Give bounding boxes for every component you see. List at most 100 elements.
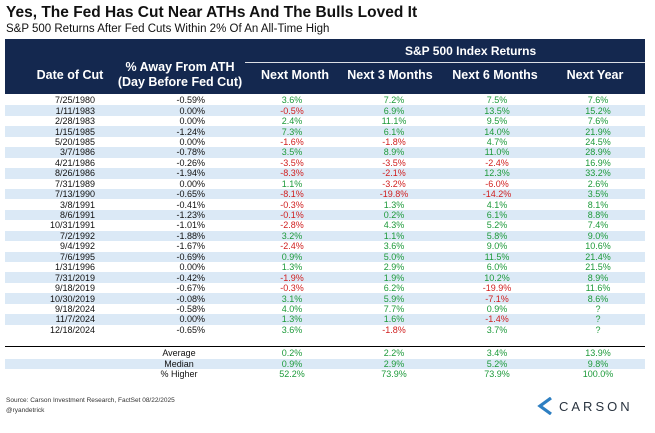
cell-pct-from-ath: -0.58% (176, 303, 205, 314)
cell-next-month: 4.0% (281, 303, 303, 314)
summary-m3: 2.9% (345, 358, 443, 369)
cell-next-month: 7.3% (239, 126, 345, 137)
cell-next-year: 8.8% (551, 209, 645, 221)
table-row: 7/25/1980 -0.59% 3.6% 7.2% 7.5% 7.6% (5, 95, 645, 105)
cell-pct-from-ath: -0.26% (176, 157, 205, 168)
cell-next-month: -0.3% (280, 283, 304, 294)
cell-next-year: ? (595, 303, 601, 314)
summary-m6: 73.9% (484, 369, 510, 380)
group-header: S&P 500 Index Returns (405, 44, 537, 58)
cell-date-of-cut: 10/31/1991 (49, 220, 95, 231)
cell-next-6-months: -6.0% (485, 178, 509, 189)
cell-next-year: ? (595, 324, 601, 335)
table-row: 3/8/1991 -0.41% -0.3% 1.3% 4.1% 8.1% (5, 199, 645, 210)
table-row: 7/31/2019 -0.42% -1.9% 1.9% 10.2% 8.9% (5, 272, 645, 283)
table-row: 8/26/1986 -1.94% -8.3% -2.1% 12.3% 33.2% (5, 168, 645, 179)
cell-pct-from-ath: -0.65% (176, 324, 205, 335)
cell-next-month: -2.4% (280, 241, 304, 252)
cell-next-month: -8.3% (239, 168, 345, 179)
table-row: 5/20/1985 0.00% -1.6% -1.8% 4.7% 24.5% (5, 137, 645, 147)
summary-label: Median (119, 358, 239, 369)
cell-next-year: 9.0% (551, 230, 645, 242)
col-header-next-3-months: Next 3 Months (347, 68, 433, 82)
table-row: 7/31/1989 0.00% 1.1% -3.2% -6.0% 2.6% (5, 179, 645, 189)
cell-next-3-months: 6.1% (345, 126, 443, 137)
cell-next-year: 21.4% (551, 251, 645, 262)
table-row: 12/18/2024 -0.65% 3.6% -1.8% 3.7%? (5, 325, 645, 335)
cell-next-year: 8.6% (551, 293, 645, 304)
cell-date-of-cut: 1/31/1996 (54, 262, 95, 273)
cell-pct-from-ath: -0.41% (176, 199, 205, 210)
cell-next-month: 0.9% (239, 251, 345, 262)
col-header-next-month: Next Month (260, 68, 330, 82)
cell-next-3-months: -3.5% (382, 157, 406, 168)
table-row: 9/18/2024 -0.58% 4.0% 7.7% 0.9%? (5, 304, 645, 314)
cell-next-month: 1.3% (281, 262, 303, 273)
table-row: 9/18/2019 -0.67% -0.3% 6.2% -19.9% 11.6% (5, 283, 645, 293)
summary-y1: 9.8% (551, 358, 645, 369)
cell-next-6-months: 14.0% (443, 126, 551, 137)
cell-next-month: -3.5% (280, 157, 304, 168)
cell-next-3-months: 6.9% (345, 105, 443, 116)
cell-next-6-months: 3.7% (486, 324, 508, 335)
cell-next-3-months: 1.6% (345, 314, 443, 325)
col-header-ath: % Away From ATH (Day Before Fed Cut) (110, 60, 250, 90)
cell-next-3-months: 1.9% (345, 272, 443, 283)
cell-next-month: 1.3% (239, 314, 345, 325)
cell-next-month: -0.1% (239, 209, 345, 221)
table-row: 11/7/2024 0.00% 1.3% 1.6% -1.4%? (5, 314, 645, 325)
cell-pct-from-ath: -1.23% (119, 209, 239, 221)
summary-spacer (5, 348, 119, 359)
summary-m1: 0.9% (239, 358, 345, 369)
cell-next-year: 16.9% (585, 157, 611, 168)
cell-next-month: -8.1% (239, 188, 345, 200)
table-header (5, 39, 645, 94)
cell-next-month: -1.9% (239, 272, 345, 283)
cell-next-month: -2.8% (280, 220, 304, 231)
cell-next-6-months: 9.5% (486, 116, 508, 127)
cell-next-year: 21.9% (551, 126, 645, 137)
cell-next-6-months: 4.1% (486, 199, 508, 210)
cell-next-month: 3.6% (281, 324, 303, 335)
cell-date-of-cut: 12/18/2024 (49, 324, 95, 335)
cell-next-year: 8.1% (587, 199, 609, 210)
cell-date-of-cut: 5/20/1985 (54, 136, 95, 147)
cell-date-of-cut: 9/18/2024 (54, 303, 95, 314)
cell-next-6-months: 0.9% (486, 303, 508, 314)
cell-pct-from-ath: -0.59% (176, 95, 205, 106)
cell-next-6-months: -7.1% (443, 293, 551, 304)
cell-date-of-cut: 7/31/1989 (54, 178, 95, 189)
cell-next-6-months: -2.4% (485, 157, 509, 168)
cell-next-6-months: 11.5% (443, 251, 551, 262)
cell-next-year: 28.9% (551, 147, 645, 158)
cell-date-of-cut: 7/2/1992 (5, 230, 119, 242)
cell-next-year: 11.6% (585, 283, 611, 294)
cell-next-6-months: -19.9% (482, 283, 512, 294)
cell-next-year: 10.6% (585, 241, 611, 252)
cell-next-3-months: 7.2% (383, 95, 405, 106)
cell-date-of-cut: 7/6/1995 (5, 251, 119, 262)
cell-next-3-months: -3.2% (382, 178, 406, 189)
cell-date-of-cut: 7/31/2019 (5, 272, 119, 283)
cell-date-of-cut: 7/25/1980 (54, 95, 95, 106)
cell-next-month: 3.6% (281, 95, 303, 106)
table-row: 2/28/1983 0.00% 2.4% 11.1% 9.5% 7.6% (5, 116, 645, 126)
cell-next-3-months: 5.0% (345, 251, 443, 262)
summary-m3: 2.2% (383, 348, 405, 359)
cell-next-month: 3.5% (239, 147, 345, 158)
cell-next-6-months: 10.2% (443, 272, 551, 283)
summary-divider (5, 346, 645, 347)
cell-next-3-months: 4.3% (383, 220, 405, 231)
cell-date-of-cut: 1/11/1983 (5, 105, 119, 116)
carson-logo: CARSON (537, 396, 633, 416)
cell-next-3-months: 6.2% (383, 283, 405, 294)
author-handle: @ryandetrick (6, 407, 45, 414)
cell-pct-from-ath: -0.65% (119, 188, 239, 200)
cell-next-month: -1.6% (280, 136, 304, 147)
cell-next-3-months: 3.6% (383, 241, 405, 252)
table-row: 8/6/1991 -1.23% -0.1% 0.2% 6.1% 8.8% (5, 209, 645, 221)
cell-date-of-cut: 7/13/1990 (5, 188, 119, 200)
returns-table: 7/25/1980 -0.59% 3.6% 7.2% 7.5% 7.6% 1/11/1983… (5, 95, 645, 335)
cell-next-year: 7.6% (587, 95, 609, 106)
cell-date-of-cut: 8/6/1991 (5, 209, 119, 221)
